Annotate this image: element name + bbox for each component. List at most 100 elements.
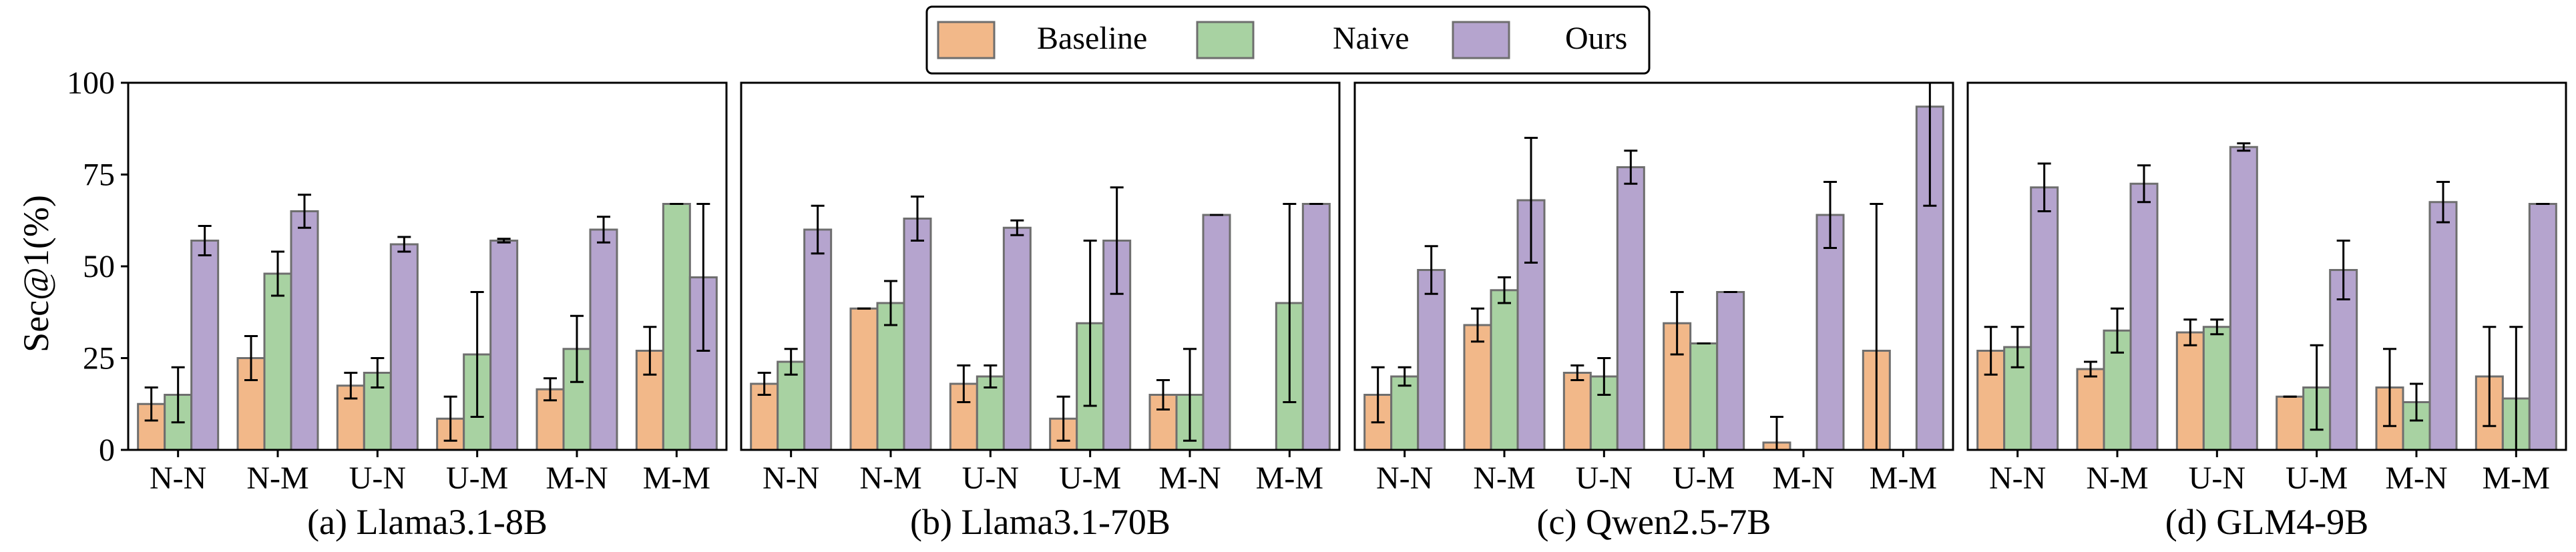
plot-frame — [1353, 81, 1954, 451]
error-bar-naive-n-m — [884, 280, 897, 326]
bars — [1976, 146, 2557, 451]
x-tick-label: M-M — [1256, 461, 1323, 496]
bar-ours-n-m — [2129, 182, 2159, 451]
panel-b: N-N N-M U-N U-M M-N M-M (b) Llama3.1-70B — [740, 81, 1341, 542]
error-bar-ours-n-m — [2137, 164, 2151, 204]
error-bars — [757, 186, 1323, 451]
bar-naive-n-m — [263, 272, 292, 451]
bars — [1363, 105, 1944, 451]
legend-label-baseline: Baseline — [1037, 21, 1147, 56]
legend-label-naive: Naive — [1333, 21, 1410, 56]
error-bar-baseline-m-m — [2483, 326, 2497, 427]
x-tick-label: U-M — [2286, 461, 2348, 496]
error-bar-baseline-u-n — [957, 364, 971, 403]
bar-ours-m-n — [589, 228, 618, 451]
plot-frame — [740, 81, 1341, 451]
error-bar-baseline-u-n — [1570, 364, 1584, 381]
error-bar-baseline-u-n — [2183, 318, 2197, 346]
error-bar-baseline-m-m — [643, 326, 657, 376]
error-bar-naive-m-n — [2410, 382, 2423, 422]
error-bar-baseline-u-m — [443, 395, 457, 442]
legend-frame — [925, 5, 1651, 75]
error-bar-naive-n-n — [2010, 326, 2024, 368]
error-bar-ours-u-n — [2237, 142, 2251, 152]
bar-naive-n-m — [1490, 289, 1519, 451]
x-ticks: N-N N-M U-N U-M M-N M-M — [150, 450, 710, 496]
bar-ours-u-m — [1716, 291, 1745, 451]
y-tick-label: 25 — [83, 341, 115, 376]
error-bar-ours-m-m — [696, 203, 710, 352]
bars — [137, 203, 718, 451]
x-tick-label: M-N — [546, 461, 608, 496]
x-tick-label: U-N — [1576, 461, 1633, 496]
bar-ours-u-n — [1616, 166, 1645, 451]
error-bar-naive-m-n — [1183, 348, 1197, 442]
panel-title: (b) Llama3.1-70B — [910, 502, 1170, 542]
error-bar-ours-n-m — [911, 196, 924, 242]
y-tick-label: 0 — [99, 433, 115, 468]
error-bar-baseline-m-n — [544, 377, 557, 402]
error-bar-naive-m-m — [1283, 203, 1297, 403]
error-bar-ours-u-m — [1110, 186, 1124, 295]
error-bar-baseline-u-m — [1056, 395, 1070, 442]
error-bar-naive-n-m — [1498, 276, 1511, 304]
x-ticks: N-N N-M U-N U-M M-N M-M — [1989, 450, 2550, 496]
error-bar-ours-u-n — [397, 236, 411, 253]
bar-ours-u-n — [1002, 226, 1032, 451]
error-bar-baseline-n-n — [1371, 366, 1385, 424]
error-bar-baseline-m-n — [1156, 379, 1170, 410]
error-bar-ours-u-n — [1010, 219, 1024, 236]
error-bar-naive-u-m — [2310, 344, 2324, 431]
x-tick-label: N-N — [150, 461, 206, 496]
panel-c: N-N N-M U-N U-M M-N M-M (c) Qwen2.5-7B — [1353, 81, 1954, 542]
x-tick-label: N-M — [859, 461, 921, 496]
bar-baseline-u-n — [2175, 331, 2205, 451]
panel-d: N-N N-M U-N U-M M-N M-M (d) GLM4-9B — [1966, 81, 2567, 542]
error-bar-ours-u-m — [2336, 240, 2350, 300]
bar-ours-m-n — [2428, 201, 2458, 451]
x-tick-label: M-M — [2483, 461, 2550, 496]
error-bar-ours-u-m — [497, 238, 511, 244]
x-tick-label: N-N — [763, 461, 819, 496]
bar-naive-m-m — [662, 203, 691, 451]
error-bar-ours-n-n — [2037, 162, 2051, 212]
x-tick-label: U-N — [962, 461, 1019, 496]
x-tick-label: M-M — [643, 461, 710, 496]
x-tick-label: M-N — [1772, 461, 1834, 496]
plot-frame — [1966, 81, 2567, 451]
bar-naive-u-n — [2202, 326, 2231, 451]
legend: Baseline Naive Ours — [925, 5, 1651, 75]
x-tick-label: U-N — [349, 461, 406, 496]
error-bar-naive-u-n — [1597, 357, 1611, 396]
bar-naive-u-m — [1689, 342, 1719, 451]
bar-baseline-u-m — [2276, 395, 2305, 451]
x-tick-label: U-M — [446, 461, 508, 496]
bar-baseline-n-m — [1463, 324, 1492, 451]
x-tick-label: N-M — [246, 461, 308, 496]
bar-ours-u-m — [489, 240, 519, 451]
error-bar-baseline-n-m — [244, 335, 258, 381]
panel-title: (a) Llama3.1-8B — [307, 502, 548, 542]
y-tick-label: 75 — [83, 158, 115, 193]
x-tick-label: N-M — [2086, 461, 2148, 496]
x-tick-label: M-N — [2385, 461, 2447, 496]
bars — [750, 203, 1331, 451]
x-tick-label: N-M — [1473, 461, 1535, 496]
bar-baseline-u-n — [1562, 372, 1592, 451]
bar-ours-n-n — [1417, 269, 1446, 451]
error-bar-baseline-u-m — [1670, 291, 1684, 356]
panel-title: (d) GLM4-9B — [2165, 502, 2368, 542]
bar-ours-n-m — [290, 210, 319, 451]
panel-title: (c) Qwen2.5-7B — [1537, 502, 1771, 542]
bar-ours-u-n — [389, 243, 419, 451]
y-tick-label: 100 — [67, 65, 115, 101]
error-bar-naive-n-n — [1398, 366, 1412, 387]
bar-ours-m-n — [1202, 214, 1231, 451]
x-tick-label: U-N — [2189, 461, 2245, 496]
error-bar-baseline-n-n — [757, 372, 771, 396]
x-tick-label: N-N — [1989, 461, 2046, 496]
bar-ours-m-m — [2528, 203, 2557, 451]
y-ticks: 100 75 50 25 0 — [67, 65, 128, 468]
error-bar-baseline-n-m — [1471, 307, 1484, 343]
